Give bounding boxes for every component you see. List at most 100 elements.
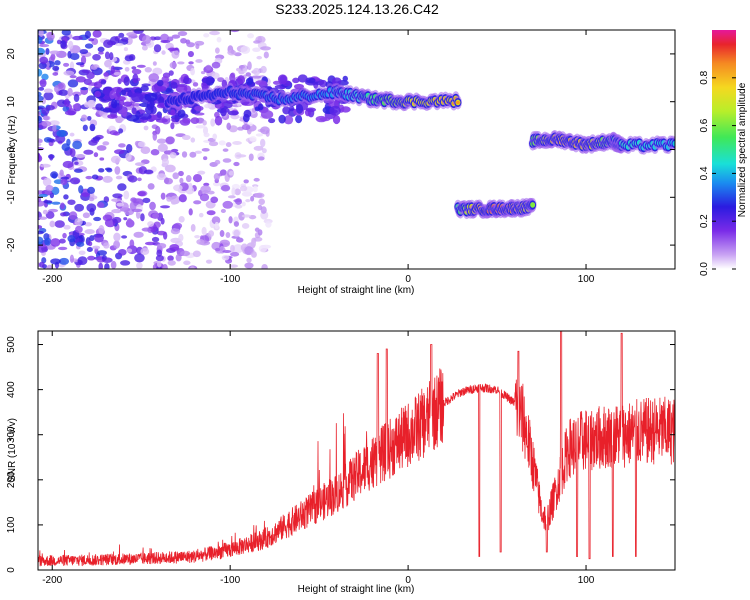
noise-blob	[167, 47, 179, 51]
noise-blob	[77, 256, 88, 266]
noise-blob	[254, 192, 265, 199]
noise-blob	[69, 132, 75, 137]
noise-blob	[239, 185, 248, 192]
noise-blob	[156, 138, 167, 144]
noise-blob	[173, 184, 183, 192]
noise-blob	[50, 258, 61, 265]
noise-blob	[149, 99, 155, 109]
noise-blob	[69, 52, 80, 61]
noise-blob	[177, 61, 185, 65]
noise-blob	[82, 124, 88, 132]
noise-blob	[156, 260, 162, 268]
noise-blob	[136, 64, 146, 68]
noise-blob	[258, 156, 265, 161]
noise-blob	[131, 208, 143, 213]
noise-blob	[51, 201, 61, 205]
noise-blob	[91, 174, 99, 180]
noise-blob	[228, 216, 233, 224]
noise-blob	[252, 185, 258, 193]
noise-blob	[84, 43, 94, 49]
noise-blob	[112, 208, 119, 213]
figure-title: S233.2025.124.13.26.C42	[275, 1, 439, 17]
noise-blob	[213, 173, 220, 181]
noise-blob	[169, 243, 180, 251]
noise-blob	[255, 80, 267, 86]
noise-blob	[130, 197, 137, 203]
noise-blob	[192, 82, 199, 87]
noise-blob	[189, 151, 197, 158]
noise-blob	[42, 209, 48, 215]
noise-blob	[88, 139, 98, 146]
noise-blob	[202, 120, 207, 126]
noise-blob	[129, 239, 135, 249]
noise-blob	[63, 194, 69, 200]
noise-blob	[104, 263, 110, 269]
noise-blob	[49, 138, 56, 143]
noise-blob	[98, 168, 105, 173]
noise-blob	[235, 237, 244, 243]
noise-blob	[80, 114, 88, 122]
noise-blob	[58, 238, 66, 244]
noise-blob	[210, 118, 216, 127]
noise-blob	[182, 77, 192, 85]
noise-blob	[62, 160, 74, 169]
noise-blob	[38, 230, 44, 235]
noise-blob	[54, 85, 60, 93]
noise-blob	[183, 260, 191, 266]
noise-blob	[104, 59, 112, 68]
noise-blob	[293, 83, 305, 90]
noise-blob	[233, 229, 240, 237]
noise-blob	[124, 67, 130, 72]
noise-blob	[134, 162, 145, 167]
noise-blob	[258, 198, 266, 205]
noise-blob	[181, 151, 188, 158]
noise-blob	[107, 114, 118, 119]
noise-blob	[67, 79, 79, 88]
noise-blob	[137, 141, 146, 148]
noise-blob	[38, 91, 42, 97]
noise-blob	[222, 200, 233, 209]
noise-blob	[75, 76, 86, 83]
noise-blob	[227, 49, 237, 56]
noise-blob	[319, 117, 331, 122]
noise-blob	[332, 114, 341, 125]
noise-blob	[329, 105, 341, 116]
noise-blob	[117, 96, 126, 102]
colorbar-tick-label: 0.2	[699, 214, 710, 228]
noise-blob	[69, 61, 75, 70]
noise-blob	[87, 85, 93, 91]
noise-blob	[195, 124, 206, 129]
noise-blob	[139, 113, 152, 120]
noise-blob	[182, 117, 191, 124]
noise-blob	[98, 225, 105, 234]
noise-blob	[137, 177, 142, 182]
noise-blob	[124, 55, 134, 62]
noise-blob	[221, 255, 230, 261]
noise-blob	[89, 123, 96, 132]
noise-blob	[222, 108, 230, 113]
noise-blob	[222, 249, 232, 253]
noise-blob	[233, 161, 240, 167]
noise-blob	[78, 250, 86, 256]
noise-blob	[129, 201, 138, 211]
noise-blob	[169, 61, 177, 69]
noise-blob	[123, 101, 133, 107]
noise-blob	[88, 99, 96, 107]
noise-blob	[54, 60, 61, 66]
noise-blob	[120, 260, 131, 266]
colorbar-tick-label: 0.4	[699, 166, 710, 180]
noise-blob	[218, 140, 226, 146]
noise-blob	[247, 61, 252, 71]
noise-blob	[173, 222, 183, 229]
noise-blob	[177, 31, 188, 37]
snr-ytick-label: 400	[6, 381, 17, 398]
noise-blob	[103, 72, 110, 77]
noise-blob	[164, 115, 171, 119]
noise-blob	[118, 128, 124, 134]
snr-xtick-label: 0	[405, 575, 411, 586]
noise-blob	[201, 226, 207, 236]
noise-blob	[216, 36, 222, 43]
noise-blob	[195, 43, 200, 50]
noise-blob	[88, 197, 95, 202]
noise-blob	[192, 250, 201, 258]
